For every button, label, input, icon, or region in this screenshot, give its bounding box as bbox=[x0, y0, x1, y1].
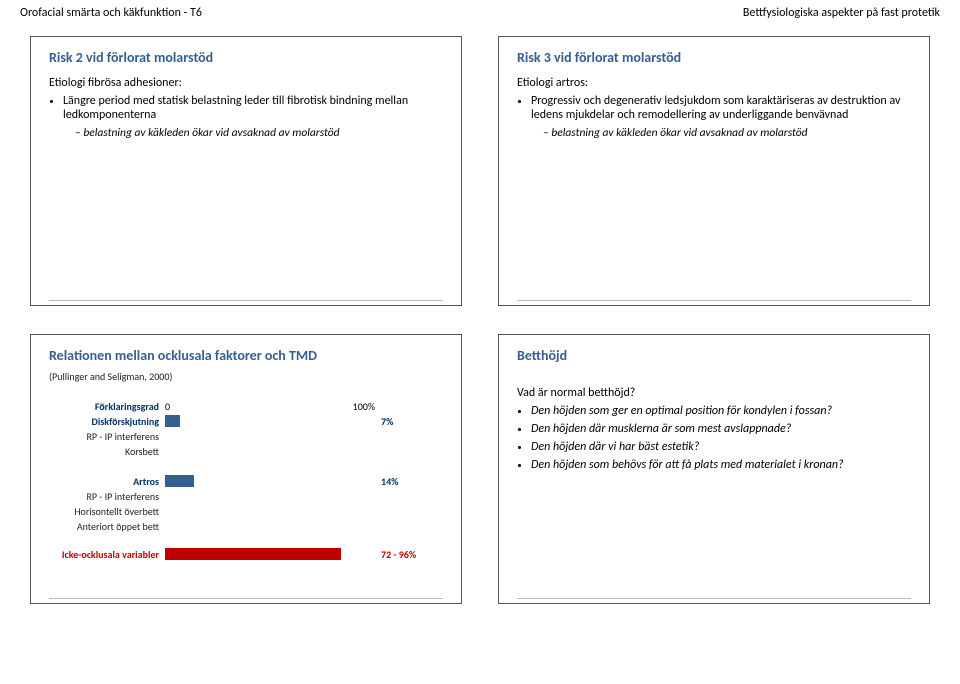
chart-bar bbox=[165, 475, 194, 487]
slide1-subhead: Etiologi fibrösa adhesioner: bbox=[49, 76, 443, 90]
nonocc-label: Icke-ocklusala variabler bbox=[49, 548, 159, 561]
axis-marks: 0 100% bbox=[165, 400, 375, 413]
chart-track bbox=[165, 415, 375, 427]
chart-track bbox=[165, 445, 375, 457]
slide4-bullets: Den höjden som ger en optimal position f… bbox=[531, 404, 911, 472]
chart-row-label: Horisontellt överbett bbox=[49, 505, 159, 518]
slide-divider bbox=[49, 300, 443, 301]
slide1-bullets: Längre period med statisk belastning led… bbox=[63, 94, 443, 122]
slide-chart: Relationen mellan ocklusala faktorer och… bbox=[30, 334, 462, 604]
chart-row-label: RP - IP interferens bbox=[49, 430, 159, 443]
slide2-title: Risk 3 vid förlorat molarstöd bbox=[517, 49, 911, 66]
chart-row-label: Korsbett bbox=[49, 445, 159, 458]
axis-max: 100% bbox=[353, 400, 375, 413]
slide4-subhead: Vad är normal betthöjd? bbox=[517, 386, 911, 400]
axis-min: 0 bbox=[165, 400, 170, 413]
nonocc-value: 72 - 96% bbox=[381, 548, 421, 561]
nonocc-track bbox=[165, 548, 375, 560]
nonocc-bar bbox=[165, 548, 341, 560]
page-header: Orofacial smärta och käkfunktion - T6 Be… bbox=[0, 0, 960, 20]
slide4-b3: Den höjden där vi har bäst estetik? bbox=[531, 440, 911, 454]
slide3-citation: (Pullinger and Seligman, 2000) bbox=[49, 370, 443, 383]
chart-value: 7% bbox=[381, 415, 421, 428]
slide3-title: Relationen mellan ocklusala faktorer och… bbox=[49, 347, 443, 364]
chart-row: RP - IP interferens bbox=[49, 489, 443, 503]
slide4-b4: Den höjden som behövs för att få plats m… bbox=[531, 458, 911, 472]
chart-axis: Förklaringsgrad 0 100% bbox=[49, 399, 443, 413]
chart-row: Diskförskjutning 7% bbox=[49, 414, 443, 428]
chart-track bbox=[165, 430, 375, 442]
slide-risk2: Risk 2 vid förlorat molarstöd Etiologi f… bbox=[30, 36, 462, 306]
slide4-b1: Den höjden som ger en optimal position f… bbox=[531, 404, 911, 418]
slide1-bullet1: Längre period med statisk belastning led… bbox=[63, 94, 443, 122]
chart-row: Korsbett bbox=[49, 444, 443, 458]
slide-divider bbox=[517, 300, 911, 301]
chart-nonocclusal-row: Icke-ocklusala variabler 72 - 96% bbox=[49, 547, 443, 561]
chart-track bbox=[165, 520, 375, 532]
slide-divider bbox=[517, 598, 911, 599]
chart-row: Horisontellt överbett bbox=[49, 504, 443, 518]
slide2-note: belastning av käkleden ökar vid avsaknad… bbox=[543, 126, 911, 140]
slide-divider bbox=[49, 598, 443, 599]
chart-track bbox=[165, 505, 375, 517]
chart-row bbox=[49, 459, 443, 473]
axis-label: Förklaringsgrad bbox=[49, 400, 159, 413]
chart-row: Artros 14% bbox=[49, 474, 443, 488]
slide1-title: Risk 2 vid förlorat molarstöd bbox=[49, 49, 443, 66]
slide1-note: belastning av käkleden ökar vid avsaknad… bbox=[75, 126, 443, 140]
slide-betthojd: Betthöjd Vad är normal betthöjd? Den höj… bbox=[498, 334, 930, 604]
chart-row-label: RP - IP interferens bbox=[49, 490, 159, 503]
slides-grid: Risk 2 vid förlorat molarstöd Etiologi f… bbox=[0, 20, 960, 614]
chart-row: RP - IP interferens bbox=[49, 429, 443, 443]
header-right: Bettfysiologiska aspekter på fast protet… bbox=[743, 6, 940, 20]
slide-risk3: Risk 3 vid förlorat molarstöd Etiologi a… bbox=[498, 36, 930, 306]
chart-row: Anteriort öppet bett bbox=[49, 519, 443, 533]
slide2-bullets: Progressiv och degenerativ ledsjukdom so… bbox=[531, 94, 911, 122]
chart-track bbox=[165, 475, 375, 487]
slide4-title: Betthöjd bbox=[517, 347, 911, 364]
tmd-chart: Förklaringsgrad 0 100% Diskförskjutning 7… bbox=[49, 399, 443, 561]
header-left: Orofacial smärta och käkfunktion - T6 bbox=[20, 6, 202, 20]
chart-value: 14% bbox=[381, 475, 421, 488]
chart-track bbox=[165, 460, 375, 472]
slide2-bullet1: Progressiv och degenerativ ledsjukdom so… bbox=[531, 94, 911, 122]
chart-track bbox=[165, 490, 375, 502]
slide2-subhead: Etiologi artros: bbox=[517, 76, 911, 90]
chart-row-label: Diskförskjutning bbox=[49, 415, 159, 428]
chart-row-label: Artros bbox=[49, 475, 159, 488]
chart-row-label: Anteriort öppet bett bbox=[49, 520, 159, 533]
slide4-b2: Den höjden där musklerna är som mest avs… bbox=[531, 422, 911, 436]
chart-bar bbox=[165, 415, 180, 427]
